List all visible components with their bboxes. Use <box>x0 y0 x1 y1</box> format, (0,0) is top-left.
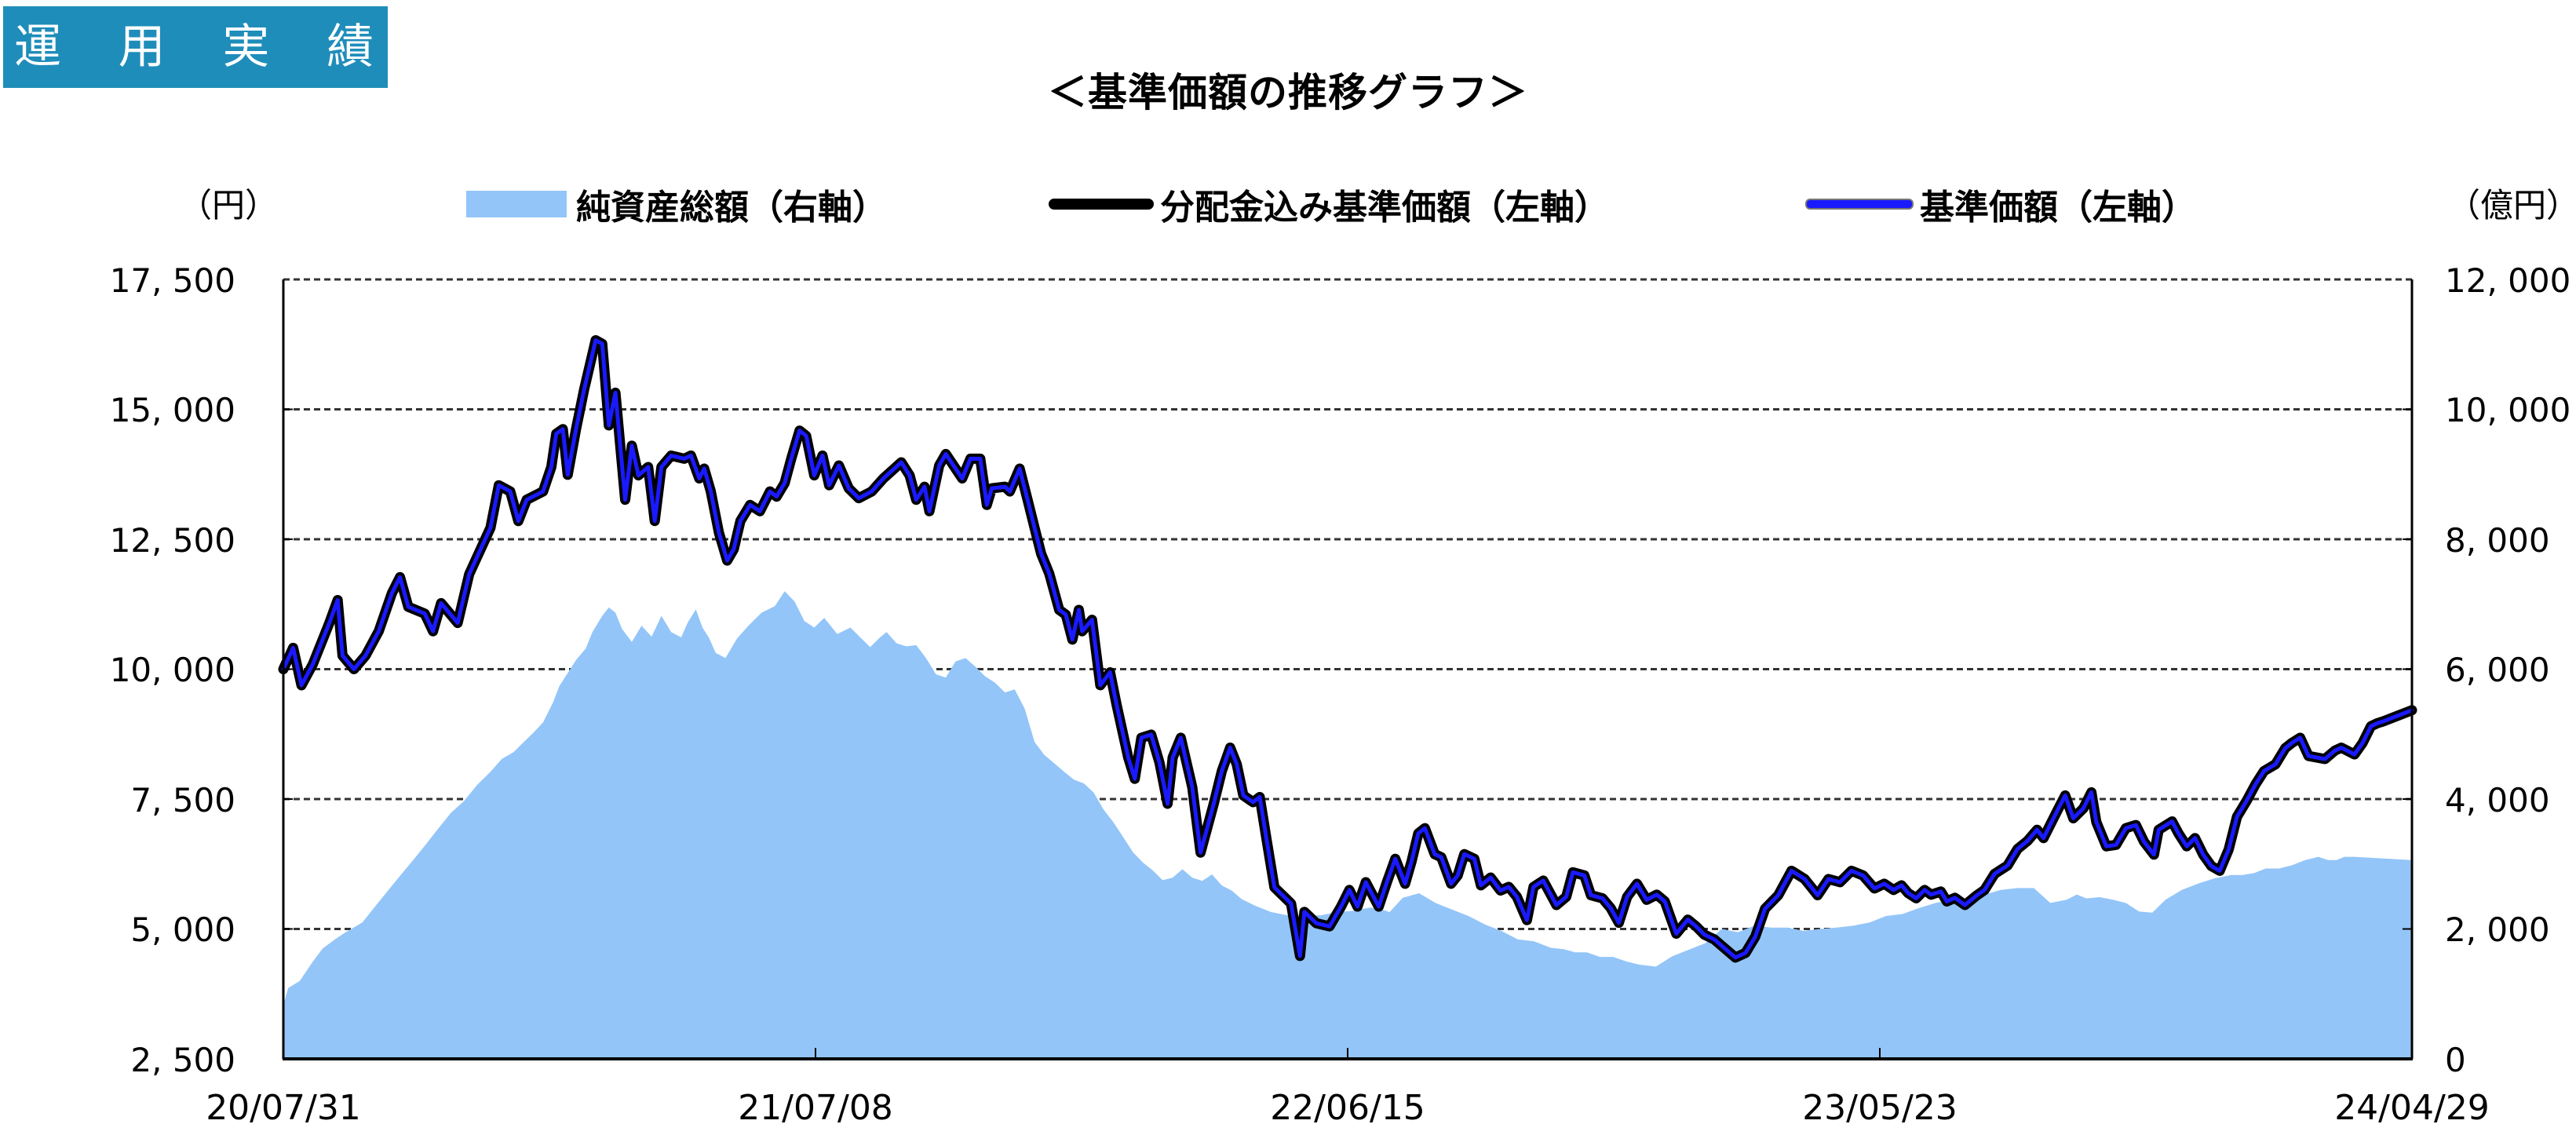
legend-label: 基準価額（左軸） <box>1920 188 2196 228</box>
x-tick-label: 22/06/15 <box>1270 1088 1425 1128</box>
section-title-char: 運 <box>14 20 61 75</box>
line-swatch-icon <box>1049 199 1154 210</box>
legend-item-nav: 基準価額（左軸） <box>1805 179 2196 229</box>
left-tick-label: 2, 500 <box>130 1041 235 1079</box>
legend-label: 純資産総額（右軸） <box>576 188 887 228</box>
section-title-char: 用 <box>118 20 166 75</box>
legend-item-net-assets: 純資産総額（右軸） <box>466 179 887 229</box>
x-tick-label: 23/05/23 <box>1802 1088 1958 1128</box>
right-axis-unit: （億円） <box>2447 186 2576 224</box>
left-tick-label: 12, 500 <box>109 521 235 560</box>
right-tick-label: 0 <box>2445 1041 2466 1079</box>
net-assets-area <box>283 591 2412 1059</box>
legend-label: 分配金込み基準価額（左軸） <box>1160 188 1609 228</box>
section-title-char: 実 <box>222 20 270 75</box>
nav-line <box>281 338 2414 960</box>
left-axis-unit: （円） <box>179 186 279 224</box>
line-swatch-icon <box>1805 199 1914 210</box>
right-tick-label: 2, 000 <box>2445 911 2550 949</box>
x-tick-label: 24/04/29 <box>2334 1088 2490 1128</box>
x-tick-label: 20/07/31 <box>206 1088 361 1128</box>
right-tick-label: 6, 000 <box>2445 651 2550 689</box>
section-header: 運 用 実 績 <box>3 6 388 88</box>
legend-item-nav-with-dividends: 分配金込み基準価額（左軸） <box>1049 179 1609 229</box>
left-tick-label: 17, 500 <box>109 261 235 300</box>
left-tick-label: 7, 500 <box>130 781 235 819</box>
x-tick-label: 21/07/08 <box>738 1088 893 1128</box>
right-tick-label: 8, 000 <box>2445 521 2550 560</box>
left-tick-label: 15, 000 <box>109 391 235 429</box>
chart-title: ＜基準価額の推移グラフ＞ <box>1048 70 1528 115</box>
right-tick-label: 12, 000 <box>2445 261 2571 300</box>
right-tick-label: 10, 000 <box>2445 391 2571 429</box>
axes <box>282 279 2414 1060</box>
section-title-char: 績 <box>326 20 374 75</box>
left-tick-label: 10, 000 <box>109 651 235 689</box>
right-tick-label: 4, 000 <box>2445 781 2550 819</box>
left-tick-label: 5, 000 <box>130 911 235 949</box>
area-swatch-icon <box>466 191 567 217</box>
